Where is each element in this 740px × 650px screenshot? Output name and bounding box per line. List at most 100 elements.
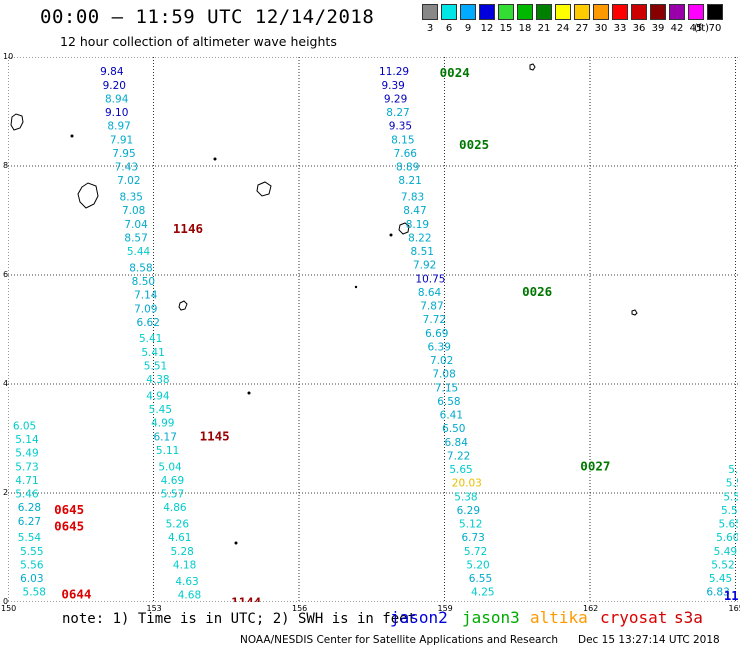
- island-dot: [213, 157, 217, 161]
- wave-height-value: 8.15: [391, 134, 414, 146]
- color-scale-swatch: [650, 4, 666, 20]
- color-scale-swatch: [441, 4, 457, 20]
- pass-time-label: 0025: [459, 137, 489, 152]
- color-scale-swatch: [479, 4, 495, 20]
- wave-height-value: 8.35: [120, 192, 143, 204]
- wave-height-value: 6.05: [13, 420, 36, 432]
- wave-height-value: 5.45: [149, 404, 172, 416]
- color-scale-label: 27: [575, 23, 589, 34]
- wave-height-value: 5.: [728, 464, 738, 476]
- color-scale-swatch: [574, 4, 590, 20]
- wave-height-value: 5.51: [144, 360, 167, 372]
- wave-height-value: 5.58: [23, 587, 46, 599]
- pass-time-label: 0645: [54, 502, 84, 517]
- wave-height-value: 8.97: [107, 121, 130, 133]
- wave-height-value: 6.62: [137, 317, 160, 329]
- page-subtitle: 12 hour collection of altimeter wave hei…: [60, 34, 337, 49]
- island-coastline: [631, 309, 638, 316]
- wave-height-value: 8.57: [124, 232, 147, 244]
- island-dot: [234, 541, 238, 545]
- wave-height-value: 5.5: [723, 491, 738, 503]
- wave-height-value: 7.09: [134, 303, 157, 315]
- wave-height-value: 7.91: [110, 134, 133, 146]
- color-scale-label: 6: [445, 23, 453, 34]
- pass-time-label: 1144: [231, 595, 261, 602]
- island-coastline: [178, 300, 188, 311]
- wave-height-value: 4.68: [178, 589, 201, 601]
- footnote: note: 1) Time is in UTC; 2) SWH is in fe…: [62, 611, 417, 627]
- wave-height-value: 5.50: [721, 505, 738, 517]
- wave-height-value: 7.02: [117, 175, 140, 187]
- wave-height-value: 8.94: [105, 93, 129, 105]
- wave-height-value: 6.84: [445, 437, 469, 449]
- wave-height-value: 9.10: [105, 107, 128, 119]
- wave-height-value: 5.54: [18, 532, 42, 544]
- wave-height-value: 6.41: [440, 410, 463, 422]
- wave-height-value: 7.08: [122, 205, 145, 217]
- legend-item-jason3: jason3: [462, 608, 520, 627]
- wave-height-value: 5.65: [719, 519, 738, 531]
- wave-height-value: 5.45: [709, 573, 732, 585]
- wave-height-value: 5.46: [15, 489, 39, 501]
- island-dot: [354, 285, 358, 289]
- color-scale-swatch: [688, 4, 704, 20]
- color-scale-label: 45: [689, 23, 703, 34]
- wave-height-value: 5.5: [726, 478, 738, 490]
- color-scale-label: 24: [556, 23, 570, 34]
- wave-height-value: 6.39: [428, 341, 451, 353]
- wave-height-value: 5.20: [466, 559, 489, 571]
- wave-height-value: 7.14: [134, 290, 158, 302]
- wave-height-value: 5.60: [716, 532, 738, 544]
- wave-height-value: 4.69: [161, 475, 184, 487]
- wave-height-value: 5.41: [141, 347, 164, 359]
- wave-height-value: 8.89: [396, 162, 419, 174]
- color-scale-swatch: [460, 4, 476, 20]
- wave-height-value: 7.43: [115, 162, 138, 174]
- wave-height-value: 7.02: [430, 355, 453, 367]
- wave-height-value: 9.35: [389, 121, 412, 133]
- y-tick-label: 6: [3, 270, 9, 279]
- wave-height-value: 4.86: [163, 502, 187, 514]
- wave-height-value: 4.94: [146, 390, 170, 402]
- island-dot: [247, 391, 251, 395]
- coastlines: [10, 63, 638, 545]
- x-tick-label: 162: [583, 604, 599, 613]
- legend-item-s3a: s3a: [674, 608, 703, 627]
- wave-height-value: 8.27: [386, 107, 409, 119]
- wave-height-value: 5.11: [156, 445, 179, 457]
- wave-height-value: 6.58: [437, 396, 460, 408]
- wave-height-value: 20.03: [452, 478, 482, 490]
- wave-height-value: 7.92: [413, 260, 436, 272]
- y-tick-label: 2: [3, 488, 9, 497]
- pass-time-label: 0644: [61, 586, 91, 601]
- wave-height-value: 8.19: [406, 219, 429, 231]
- wave-height-value: 8.22: [408, 232, 431, 244]
- edge-pass-label: 11: [724, 589, 738, 602]
- x-tick-label: 156: [292, 604, 308, 613]
- wave-height-value: 4.25: [471, 587, 494, 599]
- wave-height-value: 8.51: [411, 246, 434, 258]
- map-grid: [7, 56, 738, 603]
- wave-height-value: 4.71: [15, 475, 38, 487]
- wave-height-value: 6.50: [442, 423, 465, 435]
- wave-height-value: 9.39: [381, 80, 404, 92]
- wave-height-value: 6.55: [469, 573, 492, 585]
- color-scale-label: 21: [537, 23, 551, 34]
- color-scale-label: 39: [651, 23, 665, 34]
- wave-height-value: 6.29: [457, 505, 480, 517]
- color-scale-label: 3: [426, 23, 434, 34]
- color-scale-swatch: [517, 4, 533, 20]
- wave-height-value: 7.66: [394, 148, 418, 160]
- wave-height-value: 5.52: [711, 559, 734, 571]
- color-scale-swatch: [612, 4, 628, 20]
- wave-height-value: 6.17: [154, 431, 177, 443]
- y-tick-label: 10: [3, 52, 14, 61]
- wave-height-value: 5.55: [20, 546, 43, 558]
- wave-height-value: 6.03: [20, 573, 43, 585]
- wave-height-value: 7.83: [401, 192, 424, 204]
- island-coastline: [256, 181, 272, 197]
- credit-line: NOAA/NESDIS Center for Satellite Applica…: [240, 634, 558, 646]
- wave-height-value: 8.64: [418, 287, 442, 299]
- legend-item-cryosat: cryosat: [600, 608, 668, 627]
- wave-height-value: 7.95: [112, 148, 135, 160]
